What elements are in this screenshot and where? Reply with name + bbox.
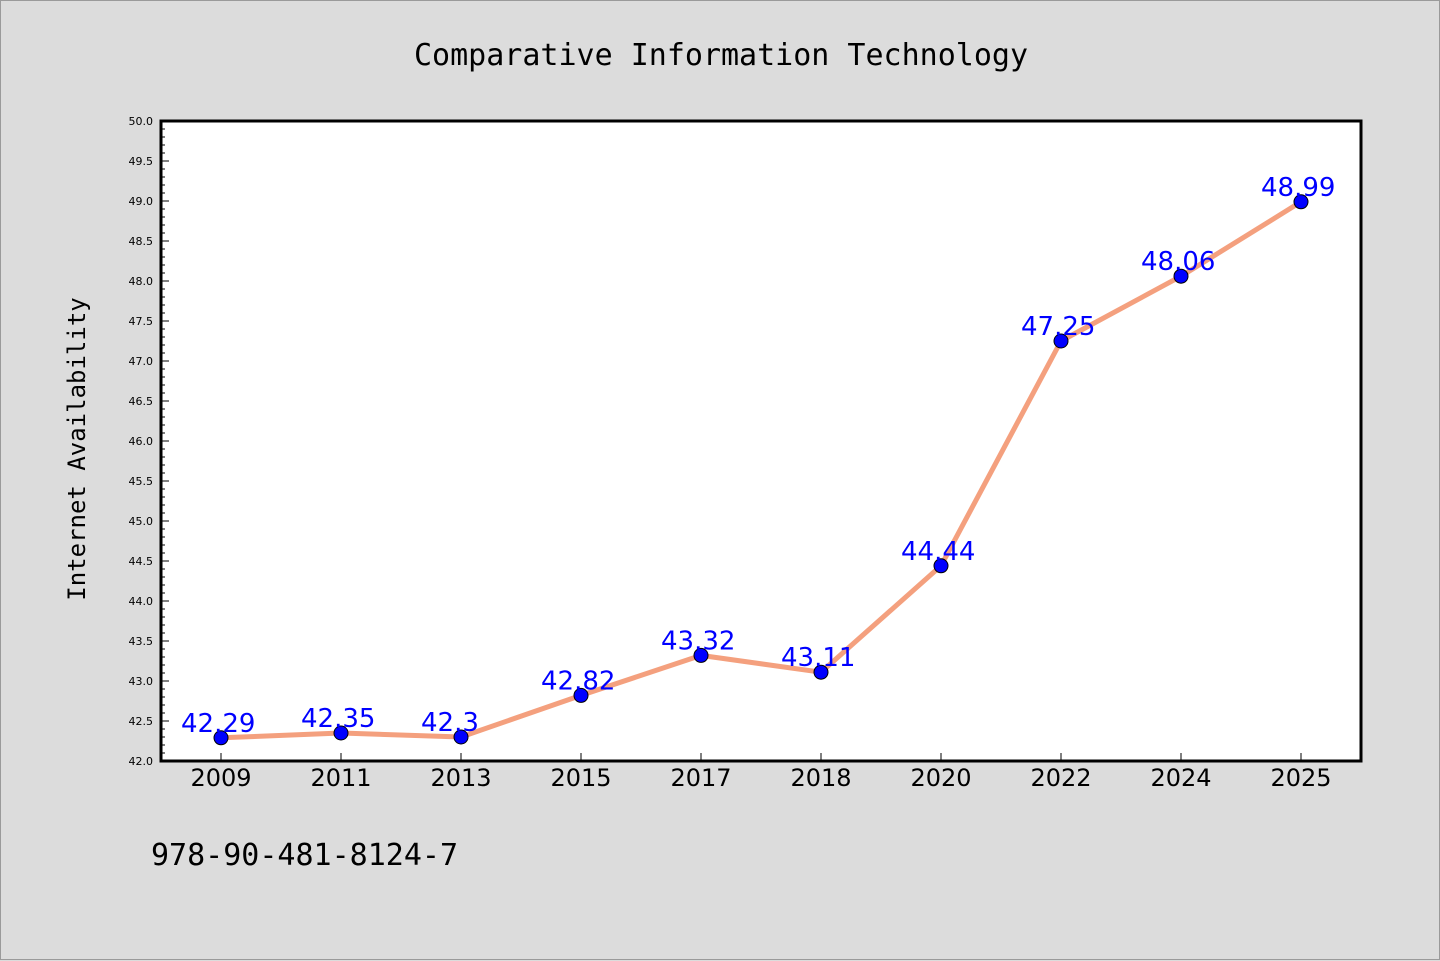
y-axis: 42.0 42.5 43.0 43.5 44.0 44.5 45.0 45.5 46.0 46.5… — [129, 115, 169, 768]
data-value-label: 43.11 — [781, 643, 855, 673]
y-axis-label: Internet Availability — [63, 297, 91, 600]
data-point-marker — [693, 647, 709, 663]
data-point-marker — [813, 664, 829, 680]
data-value-label: 44.44 — [901, 537, 975, 567]
data-point-marker — [573, 687, 589, 703]
x-tick-label: 2024 — [1150, 764, 1211, 792]
isbn-annotation: 978-90-481-8124-7 — [151, 838, 458, 873]
x-tick-label: 2015 — [550, 764, 611, 792]
x-tick-label: 2022 — [1030, 764, 1091, 792]
chart-title: Comparative Information Technology — [414, 38, 1028, 73]
x-axis: 2009 2011 2013 2015 2017 2018 2020 2022 2024 2025 — [190, 753, 1332, 792]
x-tick-label: 2011 — [310, 764, 371, 792]
x-tick-label: 2013 — [430, 764, 491, 792]
data-value-label: 48.99 — [1261, 173, 1335, 203]
y-tick-label: 43.0 — [129, 675, 154, 688]
data-value-label: 42.82 — [541, 666, 615, 696]
y-tick-label: 43.5 — [129, 635, 154, 648]
data-value-label: 43.32 — [661, 626, 735, 656]
x-tick-label: 2025 — [1270, 764, 1331, 792]
y-tick-label: 42.5 — [129, 715, 154, 728]
y-tick-label: 45.0 — [129, 515, 154, 528]
data-point-marker — [453, 729, 469, 745]
y-tick-label: 49.5 — [129, 155, 154, 168]
x-tick-label: 2018 — [790, 764, 851, 792]
y-tick-label: 44.5 — [129, 555, 154, 568]
plot-area — [161, 121, 1361, 761]
data-value-label: 42.35 — [301, 704, 375, 734]
y-tick-label: 47.0 — [129, 355, 154, 368]
data-point-marker — [213, 730, 229, 746]
y-tick-label: 45.5 — [129, 475, 154, 488]
data-value-label: 42.3 — [421, 708, 479, 738]
data-point-marker — [1293, 194, 1309, 210]
y-tick-label: 47.5 — [129, 315, 154, 328]
data-point-marker — [333, 725, 349, 741]
y-tick-label: 48.0 — [129, 275, 154, 288]
y-tick-label: 42.0 — [129, 755, 154, 768]
series-line — [220, 199, 1303, 741]
y-tick-label: 49.0 — [129, 195, 154, 208]
x-tick-label: 2020 — [910, 764, 971, 792]
data-point-marker — [933, 558, 949, 574]
data-value-label: 48.06 — [1141, 247, 1215, 277]
y-tick-label: 46.5 — [129, 395, 154, 408]
data-value-label: 47.25 — [1021, 312, 1095, 342]
data-point-marker — [1053, 333, 1069, 349]
y-tick-label: 44.0 — [129, 595, 154, 608]
x-tick-label: 2017 — [670, 764, 731, 792]
y-tick-label: 50.0 — [129, 115, 154, 128]
x-tick-label: 2009 — [190, 764, 251, 792]
plot-border — [159, 119, 1363, 763]
y-tick-label: 48.5 — [129, 235, 154, 248]
data-value-label: 42.29 — [181, 709, 255, 739]
data-point-marker — [1173, 268, 1189, 284]
series-internet-availability: 42.29 42.35 42.3 42.82 43.32 43.11 44.44 47.25 4… — [181, 173, 1335, 746]
y-tick-label: 46.0 — [129, 435, 154, 448]
